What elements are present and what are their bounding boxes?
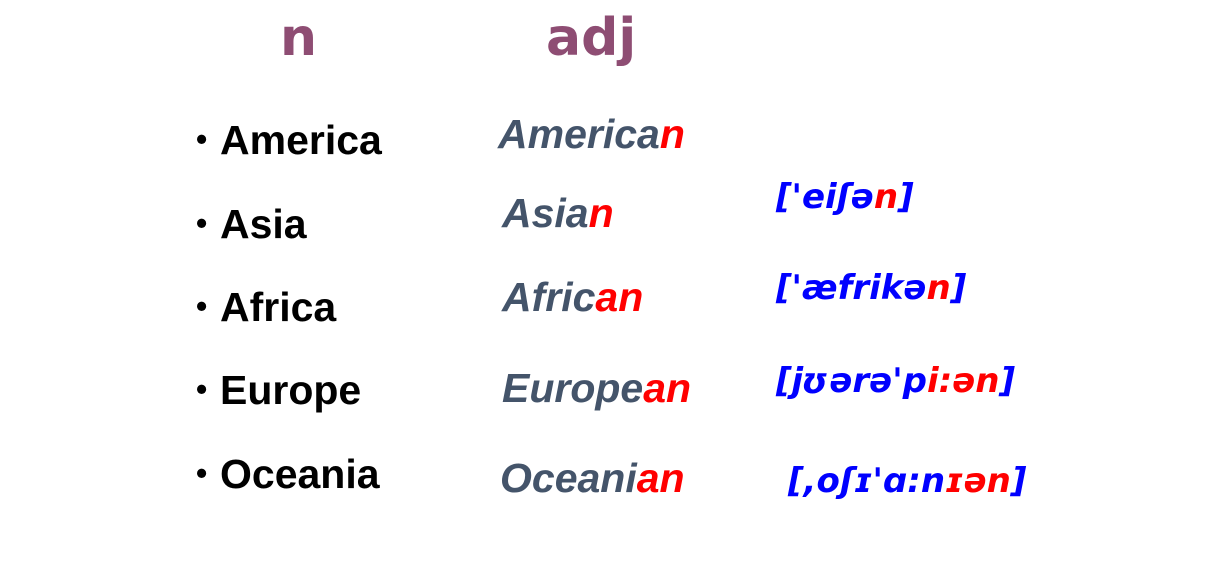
phonetic-african: ['æfrikən] xyxy=(776,271,966,305)
adj-stem: America xyxy=(498,111,660,157)
adj-suffix: an xyxy=(636,455,685,501)
noun-item-africa: • Africa xyxy=(196,287,336,328)
phonetic-suffix: ɪən xyxy=(945,461,1011,501)
noun-item-america: • America xyxy=(196,120,382,161)
adj-item-african: African xyxy=(502,277,643,318)
phonetic-base: ['æfrikə xyxy=(776,268,927,308)
adj-suffix: n xyxy=(588,190,614,236)
phonetic-base: ['eiʃə xyxy=(776,177,874,217)
noun-text: Europe xyxy=(220,367,362,413)
adj-item-oceanian: Oceanian xyxy=(500,458,685,499)
phonetic-suffix: n xyxy=(926,268,951,308)
bullet-icon: • xyxy=(196,121,208,157)
phonetic-bracket: ] xyxy=(1010,461,1027,501)
phonetic-bracket: ] xyxy=(898,177,914,217)
phonetic-suffix: n xyxy=(873,177,899,217)
phonetic-bracket: ] xyxy=(950,268,967,308)
phonetic-oceanian: [,oʃɪ'ɑ:nɪən] xyxy=(788,464,1026,498)
phonetic-suffix: i:ən xyxy=(926,361,1000,401)
adj-item-asian: Asian xyxy=(502,193,614,234)
noun-item-europe: • Europe xyxy=(196,370,361,411)
noun-item-oceania: • Oceania xyxy=(196,454,380,495)
header-adj: adj xyxy=(546,8,637,68)
adj-stem: Asia xyxy=(502,190,589,236)
adj-item-european: European xyxy=(502,368,691,409)
bullet-icon: • xyxy=(196,288,208,324)
adj-item-american: American xyxy=(498,114,685,155)
noun-text: Asia xyxy=(220,201,307,247)
bullet-icon: • xyxy=(196,455,208,491)
phonetic-european: [jʊərə'pi:ən] xyxy=(776,364,1015,398)
adj-stem: Oceani xyxy=(500,455,637,501)
header-noun: n xyxy=(280,8,318,68)
adj-stem: Europe xyxy=(502,365,644,411)
phonetic-asian: ['eiʃən] xyxy=(776,180,914,214)
bullet-icon: • xyxy=(196,205,208,241)
adj-stem: Afric xyxy=(502,274,596,320)
noun-text: Africa xyxy=(220,284,337,330)
phonetic-base: [,oʃɪ'ɑ:n xyxy=(788,461,946,501)
noun-text: Oceania xyxy=(220,451,380,497)
noun-text: America xyxy=(220,117,382,163)
phonetic-bracket: ] xyxy=(999,361,1016,401)
bullet-icon: • xyxy=(196,371,208,407)
adj-suffix: n xyxy=(659,111,685,157)
noun-item-asia: • Asia xyxy=(196,204,307,245)
phonetic-base: [jʊərə'p xyxy=(776,361,927,401)
adj-suffix: an xyxy=(643,365,692,411)
adj-suffix: an xyxy=(595,274,644,320)
